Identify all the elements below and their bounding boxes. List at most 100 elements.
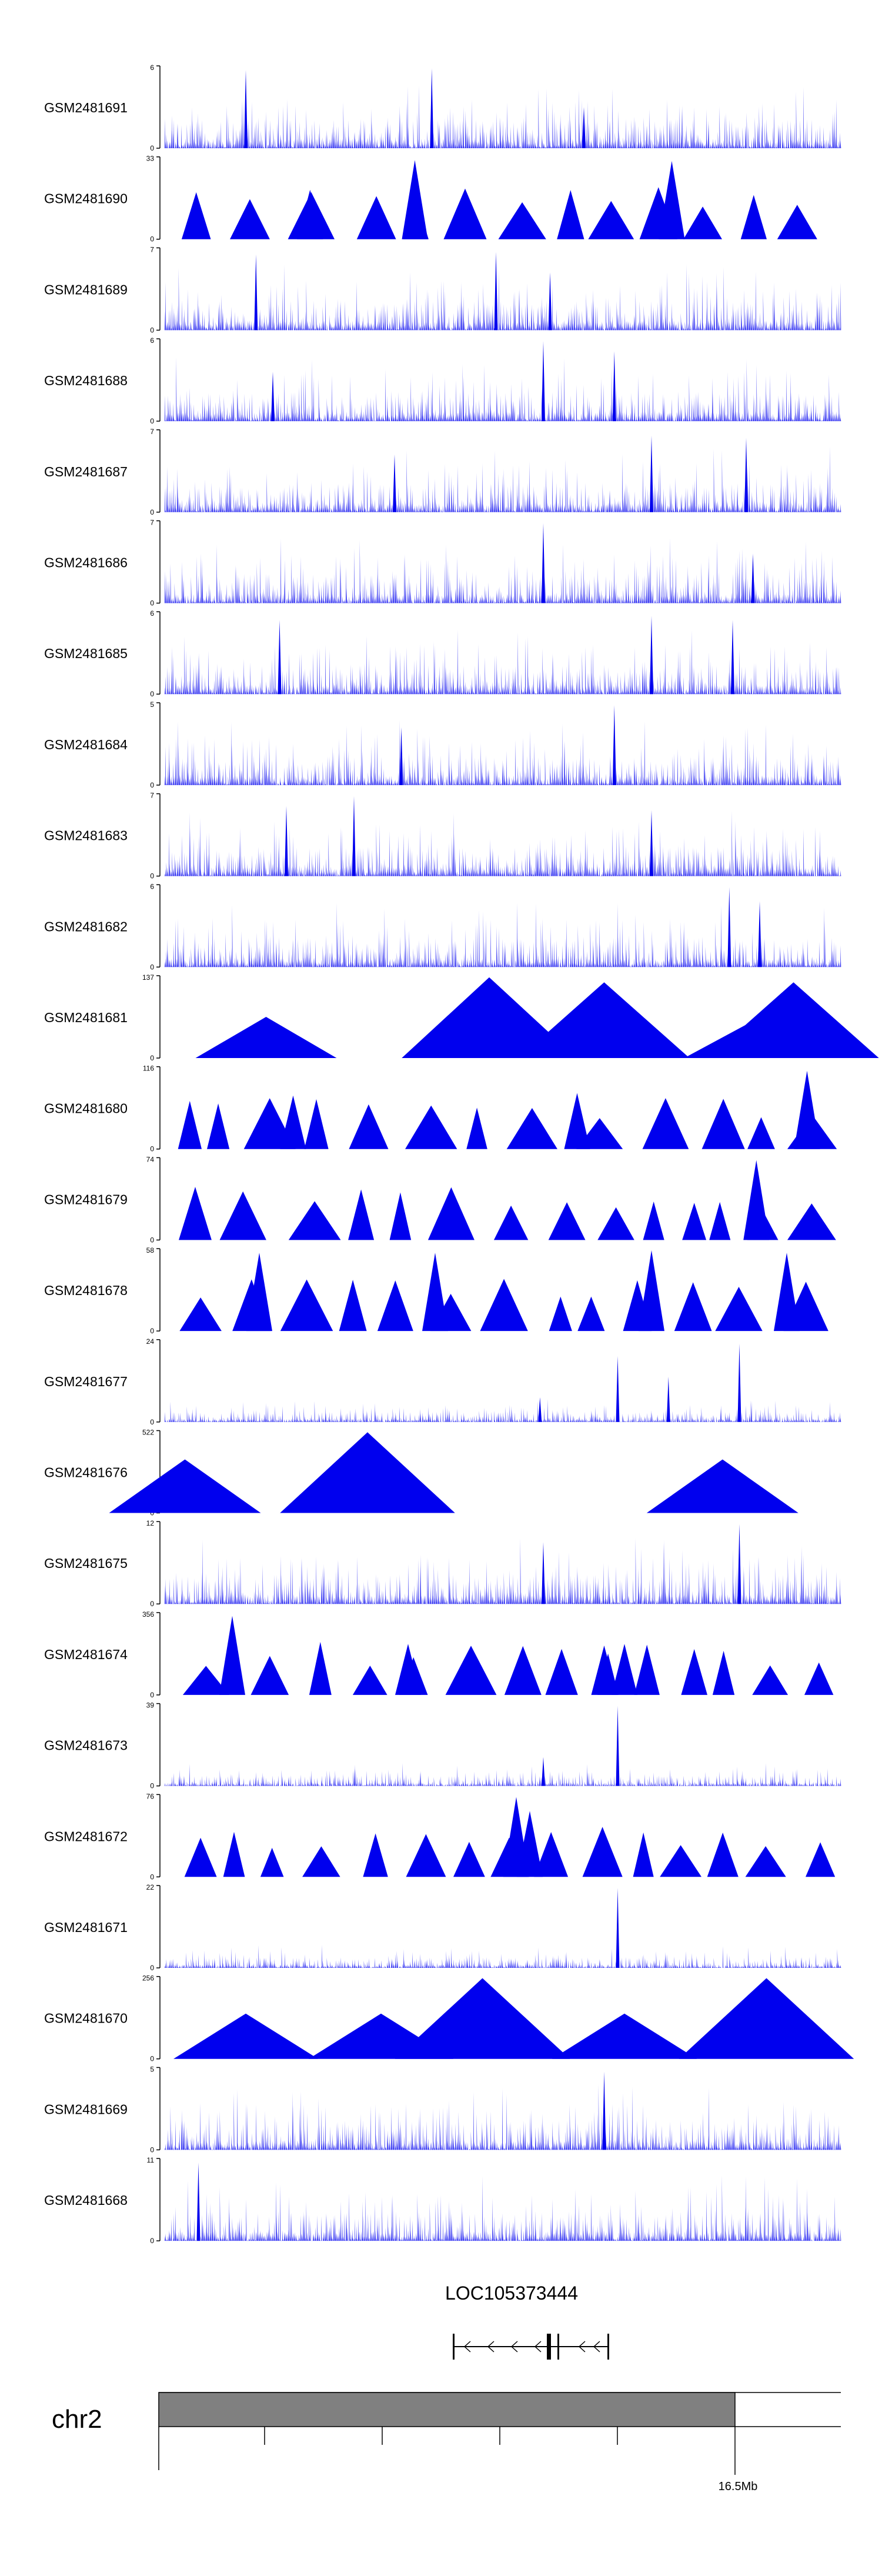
gene-track: LOC105373444 bbox=[445, 2283, 609, 2360]
coverage-peak bbox=[196, 2163, 201, 2241]
y-max-label: 256 bbox=[142, 1974, 154, 1983]
coverage-peak bbox=[727, 887, 731, 967]
y-min-label: 0 bbox=[150, 1418, 154, 1426]
coverage-area bbox=[165, 85, 841, 148]
coverage-peak bbox=[246, 1253, 272, 1332]
track-label: GSM2481682 bbox=[44, 919, 128, 934]
y-max-label: 6 bbox=[150, 336, 154, 345]
y-max-label: 356 bbox=[142, 1610, 154, 1619]
coverage-peak bbox=[650, 435, 653, 512]
coverage-peak bbox=[195, 1017, 337, 1058]
track-GSM2481679: GSM2481679 74 0 bbox=[44, 1155, 836, 1244]
coverage-peak bbox=[731, 620, 734, 695]
coverage-peak bbox=[659, 161, 685, 239]
y-max-label: 58 bbox=[146, 1246, 155, 1254]
track-GSM2481668: GSM2481668 11 0 bbox=[44, 2156, 841, 2245]
track-label: GSM2481687 bbox=[44, 464, 128, 479]
track-GSM2481681: GSM2481681 137 0 bbox=[44, 973, 879, 1062]
coverage-area bbox=[165, 719, 841, 785]
y-max-label: 6 bbox=[150, 609, 154, 618]
track-GSM2481677: GSM2481677 24 0 bbox=[44, 1337, 841, 1426]
coverage-peak bbox=[650, 810, 653, 876]
track-label: GSM2481679 bbox=[44, 1192, 128, 1207]
y-max-label: 5 bbox=[150, 700, 154, 709]
coverage-peak bbox=[280, 1432, 455, 1513]
coverage-peak bbox=[278, 620, 282, 695]
coverage-peak bbox=[219, 1616, 245, 1695]
coverage-area bbox=[165, 629, 841, 695]
coverage-area bbox=[165, 1538, 841, 1604]
coverage-peak bbox=[737, 1343, 741, 1422]
coverage-peak bbox=[395, 1978, 570, 2059]
coverage-peak bbox=[744, 438, 748, 512]
y-max-label: 39 bbox=[146, 1701, 155, 1710]
track-GSM2481685: GSM2481685 6 0 bbox=[44, 609, 841, 698]
y-max-label: 522 bbox=[142, 1429, 154, 1437]
track-GSM2481684: GSM2481684 5 0 bbox=[44, 700, 841, 789]
coverage-peak bbox=[602, 2071, 606, 2150]
track-label: GSM2481689 bbox=[44, 282, 128, 297]
y-max-label: 7 bbox=[150, 519, 154, 527]
gene-exon bbox=[453, 2334, 455, 2360]
track-GSM2481690: GSM2481690 33 0 bbox=[44, 155, 817, 243]
coverage-peak bbox=[708, 982, 879, 1058]
track-label: GSM2481672 bbox=[44, 1828, 128, 1844]
coverage-area bbox=[165, 1944, 841, 1968]
track-GSM2481682: GSM2481682 6 0 bbox=[44, 882, 841, 971]
coverage-area bbox=[165, 1763, 841, 1786]
y-max-label: 22 bbox=[146, 1883, 155, 1891]
coverage-peak bbox=[612, 1644, 637, 1695]
track-label: GSM2481691 bbox=[44, 100, 128, 115]
track-GSM2481683: GSM2481683 7 0 bbox=[44, 792, 841, 880]
track-label: GSM2481677 bbox=[44, 1374, 128, 1389]
coverage-peak bbox=[743, 1160, 770, 1240]
y-min-label: 0 bbox=[150, 1236, 154, 1244]
y-max-label: 24 bbox=[146, 1337, 155, 1346]
coverage-area bbox=[178, 1098, 837, 1149]
track-label: GSM2481673 bbox=[44, 1738, 128, 1753]
coverage-area bbox=[179, 1187, 836, 1240]
y-min-label: 0 bbox=[150, 781, 154, 789]
track-label: GSM2481683 bbox=[44, 828, 128, 843]
coverage-peak bbox=[244, 70, 248, 148]
track-GSM2481672: GSM2481672 76 0 bbox=[44, 1792, 836, 1881]
y-max-label: 7 bbox=[150, 428, 154, 436]
coverage-area bbox=[165, 2175, 841, 2241]
track-GSM2481688: GSM2481688 6 0 bbox=[44, 336, 841, 425]
y-min-label: 0 bbox=[150, 1054, 154, 1062]
strand-arrow bbox=[534, 2341, 542, 2353]
coverage-peak bbox=[285, 806, 288, 876]
track-GSM2481671: GSM2481671 22 0 bbox=[44, 1883, 841, 1972]
track-label: GSM2481670 bbox=[44, 2011, 128, 2026]
y-max-label: 137 bbox=[142, 973, 154, 982]
track-GSM2481670: GSM2481670 256 0 bbox=[44, 1974, 854, 2063]
chromosome-label: chr2 bbox=[52, 2405, 102, 2434]
y-min-label: 0 bbox=[150, 2055, 154, 2063]
chromosome-tick-label: 16.5Mb bbox=[719, 2480, 758, 2493]
coverage-peak bbox=[646, 1459, 799, 1513]
coverage-area bbox=[165, 538, 841, 603]
chromosome-ideogram: chr2 16.5Mb bbox=[52, 2392, 841, 2493]
track-label: GSM2481676 bbox=[44, 1465, 128, 1480]
coverage-area bbox=[165, 1399, 841, 1422]
track-GSM2481689: GSM2481689 7 0 bbox=[44, 245, 841, 334]
y-min-label: 0 bbox=[150, 1600, 154, 1608]
coverage-peak bbox=[564, 1093, 590, 1149]
coverage-peak bbox=[173, 2013, 318, 2059]
coverage-peak bbox=[395, 1644, 421, 1695]
gene-exon bbox=[547, 2334, 551, 2360]
y-max-label: 33 bbox=[146, 155, 155, 163]
y-max-label: 74 bbox=[146, 1155, 155, 1163]
track-GSM2481669: GSM2481669 5 0 bbox=[44, 2065, 841, 2154]
track-label: GSM2481668 bbox=[44, 2193, 128, 2208]
y-min-label: 0 bbox=[150, 1964, 154, 1972]
coverage-peak bbox=[612, 351, 616, 422]
coverage-peak bbox=[494, 252, 498, 331]
coverage-peak bbox=[393, 454, 396, 512]
y-min-label: 0 bbox=[150, 1782, 154, 1790]
track-GSM2481676: GSM24816765220 bbox=[44, 1429, 799, 1517]
strand-arrow bbox=[487, 2341, 495, 2353]
coverage-peak bbox=[758, 901, 761, 967]
coverage-peak bbox=[737, 1524, 741, 1604]
coverage-tracks: GSM248169160GSM2481690330GSM248168970GSM… bbox=[44, 64, 879, 2245]
